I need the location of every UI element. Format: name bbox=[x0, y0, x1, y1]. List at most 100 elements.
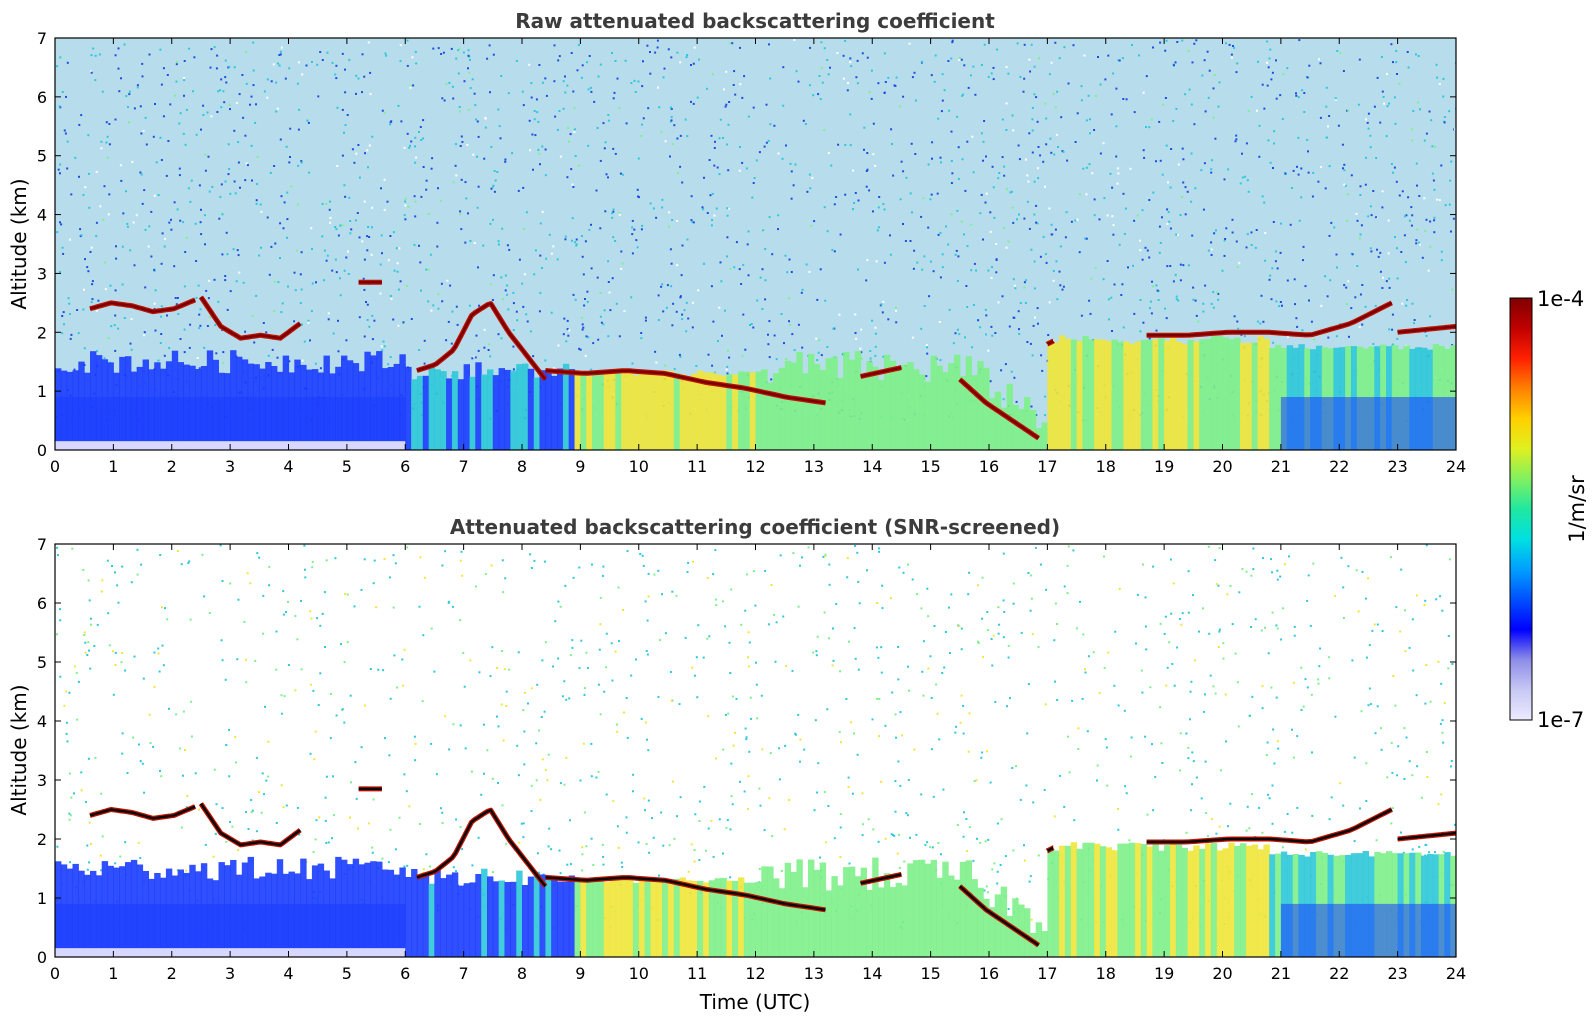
noise-speck bbox=[1225, 42, 1227, 45]
aerosol-column bbox=[714, 878, 721, 957]
noise-speck bbox=[175, 63, 178, 66]
noise-speck bbox=[972, 171, 975, 174]
noise-speck bbox=[712, 320, 715, 323]
noise-speck bbox=[1059, 774, 1062, 777]
noise-speck bbox=[124, 841, 127, 844]
noise-speck bbox=[1191, 751, 1194, 754]
noise-speck bbox=[646, 44, 649, 47]
noise-speck bbox=[158, 670, 161, 673]
noise-speck bbox=[965, 285, 968, 287]
noise-speck bbox=[1005, 129, 1008, 131]
noise-speck bbox=[1202, 710, 1205, 713]
noise-speck bbox=[1437, 803, 1440, 806]
noise-speck bbox=[617, 586, 620, 589]
noise-speck bbox=[920, 607, 923, 610]
noise-speck bbox=[1346, 219, 1349, 222]
noise-speck bbox=[1149, 686, 1152, 689]
noise-speck bbox=[607, 176, 609, 179]
noise-speck bbox=[1357, 103, 1360, 106]
noise-speck bbox=[220, 639, 223, 642]
noise-speck bbox=[455, 143, 457, 146]
noise-speck bbox=[1411, 139, 1414, 142]
noise-speck bbox=[672, 302, 675, 305]
noise-speck bbox=[518, 841, 521, 844]
noise-speck bbox=[648, 851, 651, 854]
noise-speck bbox=[1212, 291, 1215, 294]
noise-speck bbox=[707, 353, 710, 356]
noise-speck bbox=[139, 171, 142, 174]
noise-speck bbox=[163, 354, 166, 357]
noise-speck bbox=[529, 330, 532, 333]
noise-speck bbox=[489, 91, 491, 94]
noise-speck bbox=[1380, 56, 1383, 58]
noise-speck bbox=[1105, 746, 1108, 749]
noise-speck bbox=[710, 819, 713, 822]
noise-speck bbox=[732, 744, 735, 747]
noise-speck bbox=[1412, 669, 1415, 672]
noise-speck bbox=[614, 650, 617, 653]
noise-speck bbox=[484, 573, 487, 575]
noise-speck bbox=[496, 715, 498, 718]
noise-speck bbox=[817, 762, 820, 765]
noise-speck bbox=[1365, 118, 1367, 121]
noise-speck bbox=[571, 217, 574, 220]
noise-speck bbox=[327, 318, 330, 321]
noise-speck bbox=[929, 655, 932, 658]
noise-speck bbox=[1247, 110, 1250, 112]
noise-speck bbox=[1296, 735, 1299, 738]
noise-speck bbox=[347, 250, 349, 253]
noise-speck bbox=[1089, 118, 1091, 121]
noise-speck bbox=[337, 350, 340, 353]
noise-speck bbox=[973, 262, 976, 265]
noise-speck bbox=[119, 164, 122, 167]
noise-speck bbox=[445, 82, 448, 85]
noise-speck bbox=[673, 124, 676, 127]
noise-speck bbox=[656, 46, 659, 49]
aerosol-column bbox=[428, 366, 435, 450]
noise-speck bbox=[360, 588, 363, 591]
noise-speck bbox=[959, 721, 962, 724]
noise-speck bbox=[1450, 765, 1452, 768]
noise-speck bbox=[928, 295, 931, 298]
noise-speck bbox=[277, 281, 280, 284]
noise-speck bbox=[816, 359, 819, 361]
noise-speck bbox=[1297, 173, 1300, 176]
noise-speck bbox=[287, 600, 289, 603]
noise-speck bbox=[74, 156, 77, 159]
noise-speck bbox=[1065, 211, 1068, 214]
noise-speck bbox=[129, 342, 132, 345]
noise-speck bbox=[160, 159, 163, 161]
aerosol-column bbox=[889, 887, 897, 957]
noise-speck bbox=[1335, 335, 1338, 338]
noise-speck bbox=[1032, 801, 1035, 804]
noise-speck bbox=[1102, 278, 1105, 281]
noise-speck bbox=[618, 107, 621, 110]
noise-speck bbox=[204, 169, 207, 172]
noise-speck bbox=[355, 797, 358, 800]
noise-speck bbox=[1394, 122, 1397, 125]
noise-speck bbox=[215, 352, 218, 355]
noise-speck bbox=[801, 556, 804, 559]
noise-speck bbox=[1181, 612, 1184, 615]
noise-speck bbox=[1103, 197, 1106, 200]
noise-speck bbox=[1400, 831, 1402, 834]
noise-speck bbox=[565, 756, 568, 759]
noise-speck bbox=[1319, 116, 1322, 119]
noise-speck bbox=[160, 262, 163, 265]
noise-speck bbox=[725, 826, 728, 829]
noise-speck bbox=[940, 110, 943, 113]
noise-speck bbox=[726, 372, 729, 375]
aerosol-column bbox=[1024, 908, 1031, 957]
noise-speck bbox=[437, 307, 440, 310]
noise-speck bbox=[1221, 269, 1224, 272]
noise-speck bbox=[126, 225, 129, 228]
noise-speck bbox=[228, 775, 231, 778]
noise-speck bbox=[407, 205, 410, 208]
noise-speck bbox=[1146, 249, 1149, 252]
noise-speck bbox=[1051, 233, 1054, 236]
noise-speck bbox=[828, 637, 830, 640]
aerosol-column bbox=[1205, 843, 1212, 957]
noise-speck bbox=[1093, 129, 1096, 131]
noise-speck bbox=[730, 588, 733, 591]
noise-speck bbox=[436, 245, 439, 248]
